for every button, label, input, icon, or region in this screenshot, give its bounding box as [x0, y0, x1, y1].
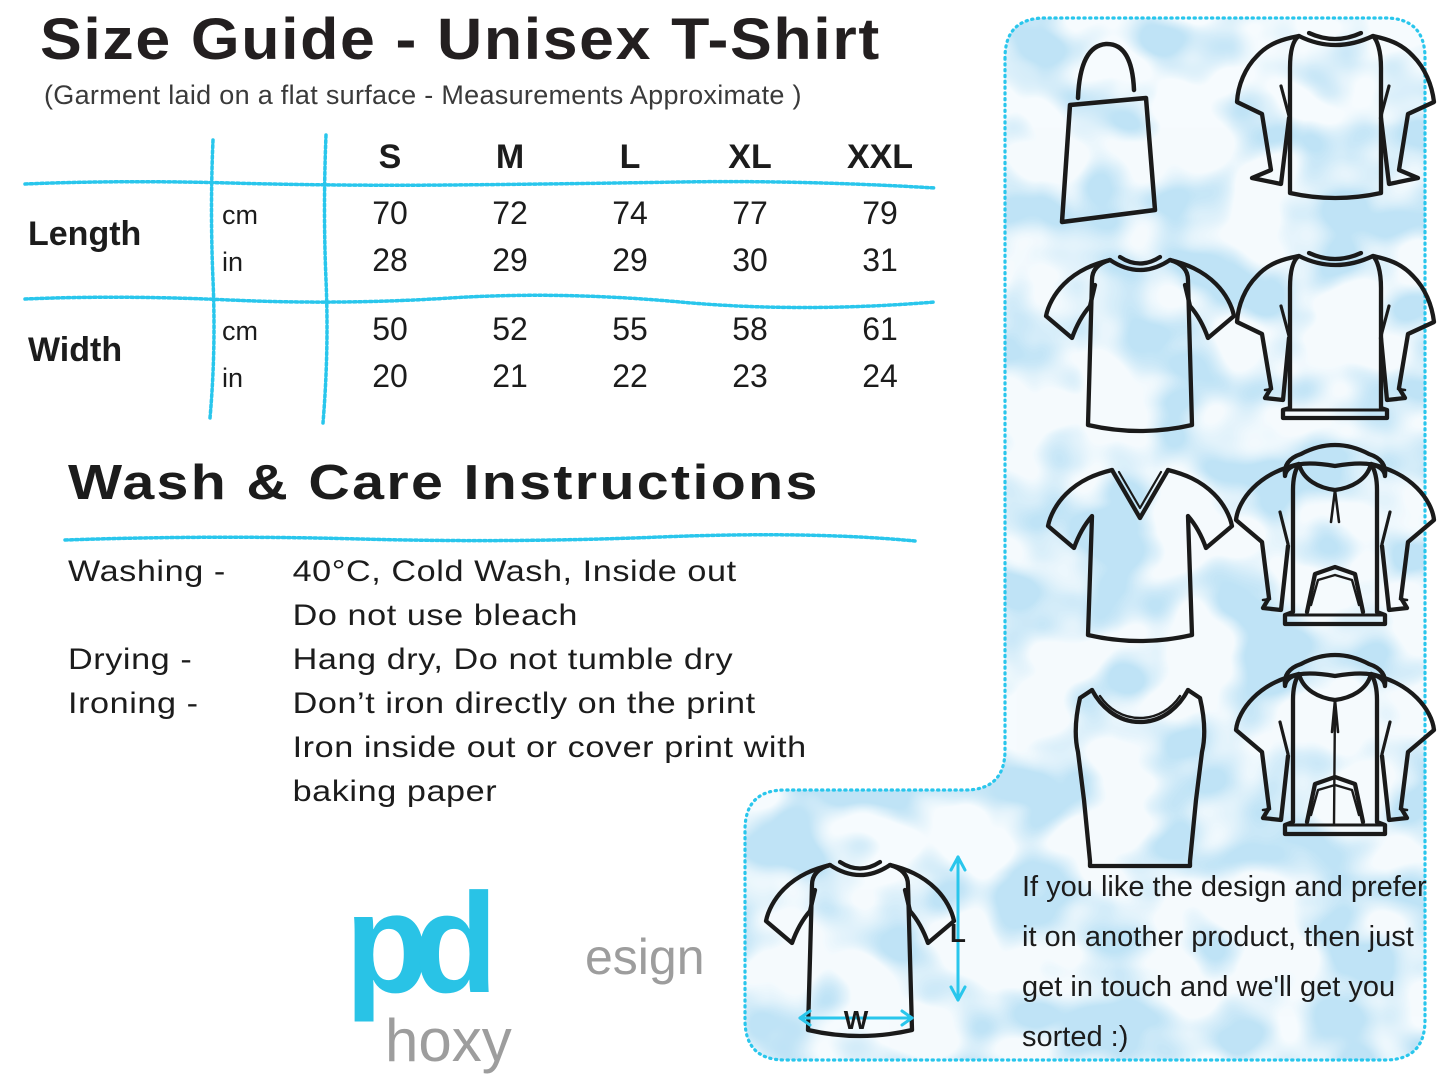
svg-text:L: L — [950, 918, 966, 948]
svg-text:W: W — [844, 1005, 869, 1035]
